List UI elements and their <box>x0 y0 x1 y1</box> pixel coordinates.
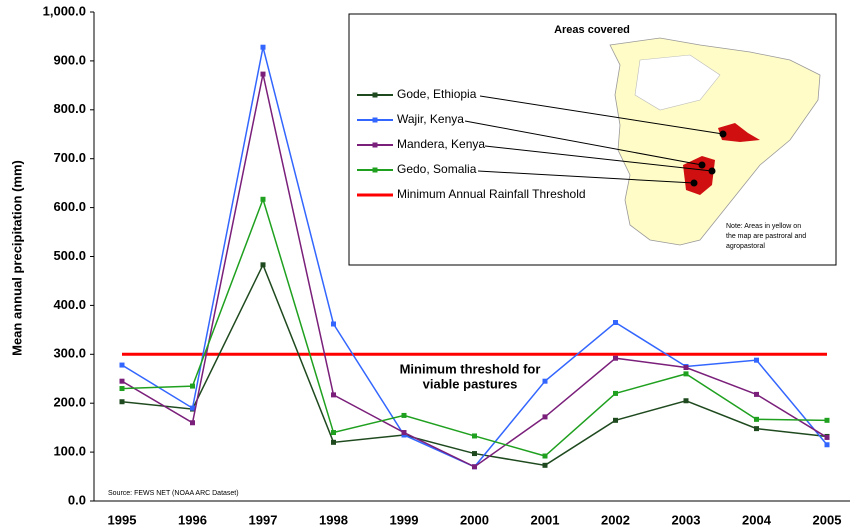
point <box>472 451 477 457</box>
x-tick-label: 1997 <box>249 512 278 527</box>
point <box>119 378 125 384</box>
leader <box>477 170 695 184</box>
point <box>331 392 336 398</box>
x-tick-label: 1998 <box>319 512 348 527</box>
x-tick-label: 1996 <box>178 512 207 527</box>
x-tick-label: 2004 <box>742 512 772 527</box>
point <box>542 453 548 459</box>
point <box>613 417 618 423</box>
point <box>472 433 477 439</box>
x-tick-label: 2001 <box>531 512 560 527</box>
point <box>190 405 195 411</box>
point <box>119 386 125 392</box>
inset: Areas covered Note: Areas in yellow on t… <box>348 13 837 266</box>
leader <box>464 120 703 166</box>
note: the map are pastroral and <box>726 233 806 240</box>
legend-marker <box>372 142 378 148</box>
y-tick-label: 200.0 <box>53 395 86 410</box>
point <box>260 71 266 77</box>
point <box>119 362 125 368</box>
point <box>260 196 266 202</box>
point <box>613 390 618 396</box>
x-tick-label: 1999 <box>390 512 419 527</box>
y-axis-label: Mean annual precipitation (mm) <box>9 160 24 356</box>
point <box>542 462 548 468</box>
point <box>683 398 689 404</box>
annotation: viable pastures <box>423 376 518 391</box>
point <box>190 383 195 389</box>
x-tick-label: 2000 <box>460 512 489 527</box>
y-tick-label: 700.0 <box>53 150 86 165</box>
note: Note: Areas in yellow on <box>726 223 801 230</box>
map-highland <box>634 54 721 111</box>
point <box>190 420 195 426</box>
legend-label: Gode, Ethiopia <box>397 87 477 101</box>
point <box>472 464 477 470</box>
legend-marker <box>372 92 378 98</box>
y-tick-label: 900.0 <box>53 52 86 67</box>
y-tick-label: 500.0 <box>53 248 86 263</box>
point <box>331 439 336 445</box>
legend-label: Minimum Annual Rainfall Threshold <box>397 187 586 201</box>
point <box>824 434 830 440</box>
point <box>119 399 125 405</box>
x-tick-label: 1995 <box>108 512 137 527</box>
legend-marker <box>372 167 378 173</box>
point <box>754 357 759 363</box>
y-tick-label: 1,000.0 <box>43 3 86 18</box>
legend-label: Wajir, Kenya <box>397 112 464 126</box>
inset-title: Areas covered <box>554 24 630 36</box>
point <box>824 417 830 423</box>
map-area <box>683 156 715 195</box>
y-tick-label: 400.0 <box>53 297 86 312</box>
point <box>754 426 759 432</box>
y-tick-label: 0.0 <box>68 492 86 507</box>
note: agropastoral <box>726 243 765 250</box>
y-tick-label: 600.0 <box>53 199 86 214</box>
y-tick-label: 800.0 <box>53 101 86 116</box>
point <box>331 430 336 436</box>
point <box>683 365 689 371</box>
point <box>613 320 618 326</box>
annotation: Minimum threshold for <box>400 361 541 376</box>
map-area <box>718 123 760 142</box>
leader <box>484 145 713 172</box>
point <box>824 442 830 448</box>
point <box>542 414 548 420</box>
point <box>260 44 266 50</box>
point <box>754 391 759 397</box>
y-tick-label: 300.0 <box>53 346 86 361</box>
point <box>754 416 759 422</box>
legend-label: Mandera, Kenya <box>397 137 485 151</box>
point <box>683 371 689 377</box>
x-tick-label: 2005 <box>813 512 842 527</box>
legend-label: Gedo, Somalia <box>397 162 477 176</box>
point <box>331 321 336 327</box>
point <box>260 262 266 268</box>
point <box>613 355 618 361</box>
point <box>542 378 548 384</box>
legend-marker <box>372 117 378 123</box>
y-tick-label: 100.0 <box>53 444 86 459</box>
point <box>401 412 407 418</box>
source: Source: FEWS NET (NOAA ARC Dataset) <box>108 490 239 497</box>
x-tick-label: 2003 <box>672 512 701 527</box>
x-tick-label: 2002 <box>601 512 630 527</box>
leader <box>479 95 724 135</box>
point <box>401 430 407 436</box>
